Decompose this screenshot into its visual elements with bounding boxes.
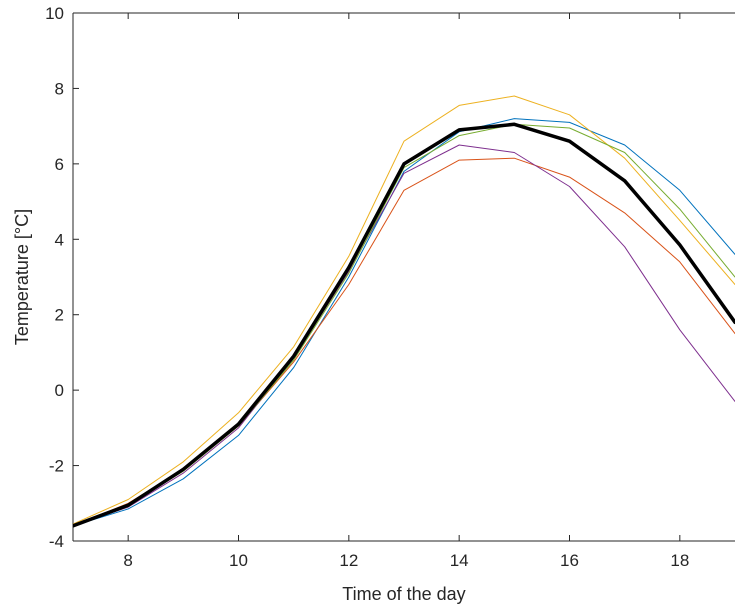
x-tick-label: 16 <box>560 551 579 570</box>
x-axis-label: Time of the day <box>342 584 465 604</box>
y-axis-label: Temperature [°C] <box>12 209 32 345</box>
y-tick-label: 4 <box>55 230 64 249</box>
y-tick-label: 2 <box>55 306 64 325</box>
y-tick-label: 6 <box>55 155 64 174</box>
y-tick-label: -2 <box>49 457 64 476</box>
series-line-6 <box>73 122 735 528</box>
series-line-4 <box>73 144 735 527</box>
x-tick-label: 18 <box>670 551 689 570</box>
series-line-2 <box>73 157 735 527</box>
axes: 8 10 12 14 16 18 -4 -2 0 2 4 6 8 10 <box>45 4 735 570</box>
y-tick-label: -4 <box>49 532 64 551</box>
x-tick-label: 8 <box>123 551 132 570</box>
y-tick-label: 10 <box>45 4 64 23</box>
series-line-1 <box>73 118 735 527</box>
y-tick-label: 0 <box>55 381 64 400</box>
x-tick-label: 14 <box>450 551 469 570</box>
series-group <box>73 95 735 528</box>
x-tick-label: 12 <box>339 551 358 570</box>
series-line-5 <box>73 123 735 527</box>
x-tick-label: 10 <box>229 551 248 570</box>
series-line-3 <box>73 95 735 525</box>
y-tick-label: 8 <box>55 79 64 98</box>
